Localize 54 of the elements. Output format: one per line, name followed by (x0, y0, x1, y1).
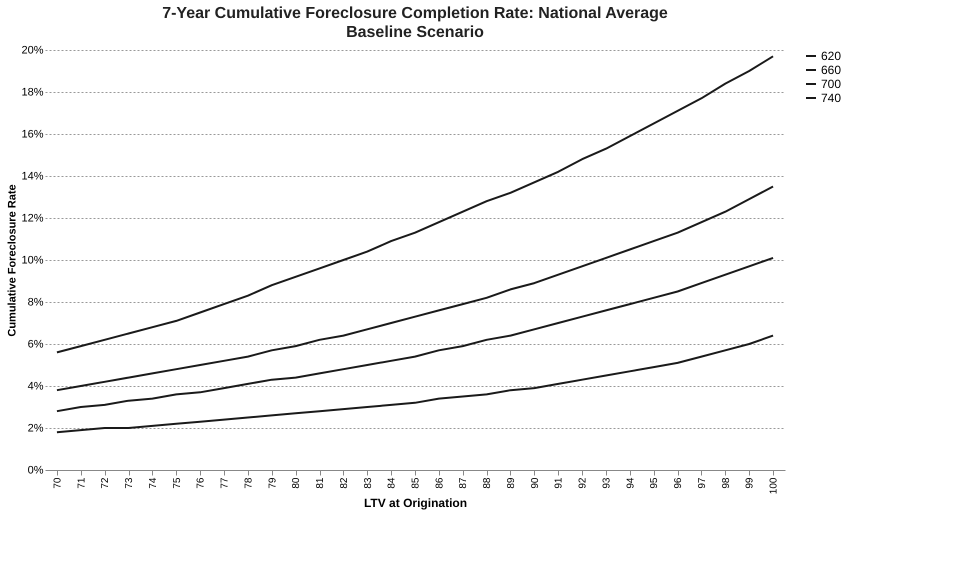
line-series (56, 186, 774, 392)
y-tick-label: 0% (28, 464, 44, 476)
y-tick-label: 18% (21, 86, 44, 98)
y-tick-label: 8% (28, 296, 44, 308)
x-tick-label: 99 (744, 477, 756, 489)
y-axis-title: Cumulative Foreclosure Rate (6, 184, 18, 337)
line-series (56, 55, 774, 354)
y-tick-label: 10% (21, 254, 44, 266)
x-tick-label: 95 (649, 477, 660, 489)
y-tick-label: 14% (21, 170, 44, 182)
chart-subtitle: Baseline Scenario (346, 24, 484, 41)
x-axis-title: LTV at Origination (364, 496, 468, 510)
legend-label: 660 (821, 63, 842, 77)
x-tick-label: 89 (506, 477, 517, 489)
y-tick-label: 16% (21, 128, 44, 140)
x-tick-label: 94 (625, 477, 636, 489)
legend-label: 700 (821, 77, 842, 91)
y-tick-label: 2% (28, 422, 44, 434)
x-tick-label: 76 (196, 477, 207, 489)
x-tick-label: 96 (673, 477, 684, 489)
x-tick-label: 72 (100, 477, 112, 489)
x-tick-label: 77 (220, 477, 231, 489)
x-tick-label: 70 (52, 477, 64, 489)
x-tick-label: 100 (768, 477, 780, 494)
legend-label: 620 (821, 49, 842, 63)
x-tick-label: 83 (362, 477, 374, 489)
y-tick-label: 6% (28, 338, 44, 350)
x-tick-label: 85 (410, 477, 422, 489)
y-tick-label: 12% (21, 212, 44, 224)
x-tick-label: 80 (291, 477, 302, 489)
x-tick-label: 90 (530, 477, 541, 489)
x-tick-label: 84 (386, 477, 398, 489)
legend-label: 740 (821, 91, 842, 105)
line-series (56, 334, 774, 434)
x-tick-label: 74 (148, 477, 159, 489)
x-tick-label: 78 (243, 477, 254, 489)
x-tick-label: 81 (315, 477, 326, 489)
x-tick-label: 91 (554, 477, 565, 489)
x-tick-label: 98 (720, 477, 732, 489)
x-tick-label: 71 (76, 477, 88, 489)
x-tick-label: 87 (458, 477, 470, 489)
chart-title: 7-Year Cumulative Foreclosure Completion Rate: National Average (162, 5, 668, 22)
x-tick-label: 82 (338, 477, 350, 489)
y-tick-label: 4% (28, 380, 44, 392)
x-tick-label: 79 (267, 477, 278, 489)
x-tick-label: 88 (482, 477, 494, 489)
y-tick-label: 20% (21, 44, 44, 56)
x-tick-label: 86 (434, 477, 446, 489)
x-tick-label: 92 (578, 477, 589, 489)
x-tick-label: 93 (601, 477, 612, 489)
x-tick-label: 97 (696, 477, 708, 489)
x-tick-label: 75 (172, 477, 183, 489)
x-tick-label: 73 (124, 477, 136, 489)
line-series (56, 256, 774, 412)
